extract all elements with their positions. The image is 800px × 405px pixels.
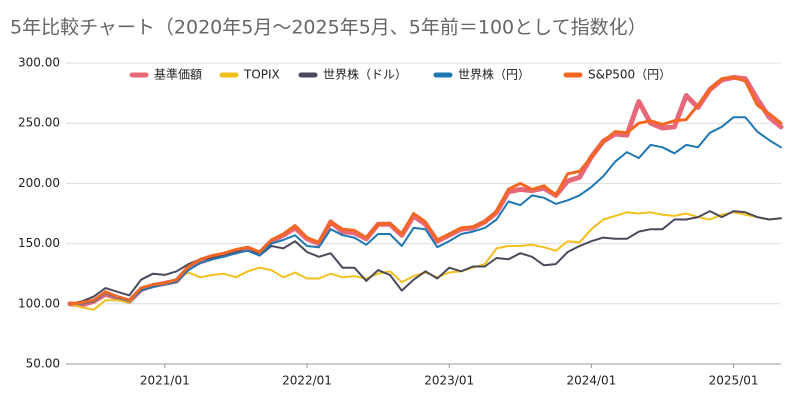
x-tick-label: 2022/01 bbox=[282, 374, 332, 388]
y-tick-label: 150.00 bbox=[18, 236, 60, 250]
legend-label: 基準価額 bbox=[154, 67, 202, 82]
x-tick-label: 2021/01 bbox=[140, 374, 190, 388]
y-tick-label: 250.00 bbox=[18, 116, 60, 130]
legend-label: TOPIX bbox=[243, 68, 280, 82]
series-line bbox=[68, 75, 783, 306]
legend-label: S&P500（円） bbox=[588, 68, 671, 82]
y-tick-label: 100.00 bbox=[18, 296, 60, 310]
y-tick-label: 200.00 bbox=[18, 176, 60, 190]
x-tick-label: 2023/01 bbox=[424, 374, 474, 388]
x-tick-label: 2024/01 bbox=[566, 374, 616, 388]
y-tick-label: 50.00 bbox=[26, 357, 60, 371]
legend-label: 世界株（ドル） bbox=[323, 67, 407, 82]
series-line bbox=[69, 210, 782, 305]
legend-label: 世界株（円） bbox=[458, 67, 530, 82]
x-tick-label: 2025/01 bbox=[709, 374, 759, 388]
series-line bbox=[69, 116, 782, 305]
y-tick-label: 300.00 bbox=[18, 56, 60, 70]
chart-title: 5年比較チャート（2020年5月～2025年5月、5年前＝100として指数化） bbox=[10, 17, 647, 39]
